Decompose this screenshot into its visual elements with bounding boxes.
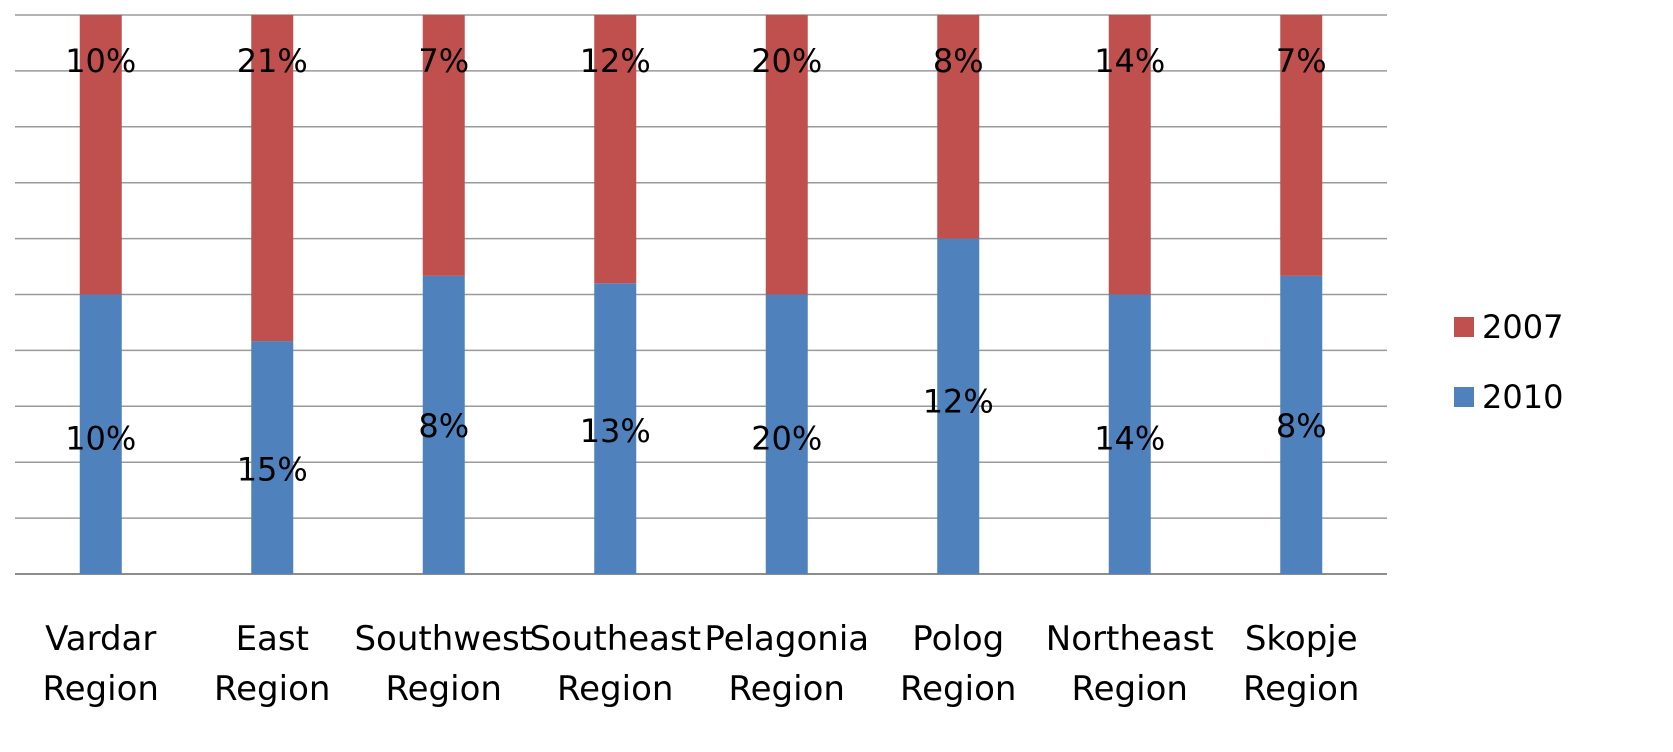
bar-segment-2007 — [594, 15, 637, 284]
bar-segment-2010 — [594, 283, 637, 574]
data-label-2007: 14% — [1094, 42, 1165, 80]
data-label-2007: 8% — [933, 42, 984, 80]
bars — [79, 15, 1323, 574]
data-label-2007: 10% — [65, 42, 136, 80]
data-label-2010: 20% — [751, 420, 822, 458]
category-label: Northeast — [1046, 619, 1214, 659]
legend-label-2007: 2007 — [1482, 308, 1563, 346]
data-label-2007: 7% — [1276, 42, 1327, 80]
category-label: Region — [386, 669, 502, 709]
data-label-2010: 13% — [580, 412, 651, 450]
bar-segment-2007 — [1280, 15, 1323, 276]
bar-segment-2007 — [251, 15, 294, 342]
data-label-2007: 12% — [580, 42, 651, 80]
bar-segment-2007 — [79, 15, 122, 295]
legend-swatch-2007 — [1454, 317, 1474, 337]
category-label: Southwest — [354, 619, 533, 659]
bar-segment-2007 — [937, 15, 980, 239]
category-label: Region — [729, 669, 845, 709]
bar-segment-2007 — [765, 15, 808, 295]
bar-segment-2007 — [422, 15, 465, 276]
bar-segment-2007 — [1108, 15, 1151, 295]
legend: 2007 2010 — [1454, 308, 1563, 416]
data-labels: 10% 10% 21% 15% 7% 8% 12% 13% 20% 20% 8% 12% 14% 14% 7… — [65, 42, 1326, 488]
bar-segment-2010 — [251, 341, 294, 574]
category-label: Region — [1243, 669, 1359, 709]
category-labels: Vardar Region East Region Southwest Region Sou… — [43, 619, 1360, 709]
category-label: Region — [557, 669, 673, 709]
bar-segment-2010 — [422, 275, 465, 574]
category-label: Region — [900, 669, 1016, 709]
bar-segment-2010 — [1108, 294, 1151, 574]
category-label: Region — [43, 669, 159, 709]
data-label-2007: 21% — [237, 42, 308, 80]
legend-label-2010: 2010 — [1482, 378, 1563, 416]
gridlines — [15, 14, 1387, 575]
bar-segment-2010 — [1280, 275, 1323, 574]
category-label: Region — [1072, 669, 1188, 709]
data-label-2010: 12% — [923, 383, 994, 421]
category-label: Skopje — [1245, 619, 1358, 659]
category-label: Region — [214, 669, 330, 709]
data-label-2010: 8% — [1276, 407, 1327, 445]
data-label-2010: 10% — [65, 420, 136, 458]
bar-segment-2010 — [765, 294, 808, 574]
category-label: Polog — [912, 619, 1004, 659]
category-label: Pelagonia — [704, 619, 869, 659]
data-label-2007: 7% — [418, 42, 469, 80]
data-label-2007: 20% — [751, 42, 822, 80]
category-label: Vardar — [45, 619, 156, 659]
data-label-2010: 8% — [418, 407, 469, 445]
data-label-2010: 14% — [1094, 420, 1165, 458]
category-label: East — [236, 619, 309, 659]
category-label: Southeast — [529, 619, 701, 659]
bar-segment-2010 — [937, 238, 980, 574]
legend-swatch-2010 — [1454, 387, 1474, 407]
data-label-2010: 15% — [237, 450, 308, 488]
bar-segment-2010 — [79, 294, 122, 574]
